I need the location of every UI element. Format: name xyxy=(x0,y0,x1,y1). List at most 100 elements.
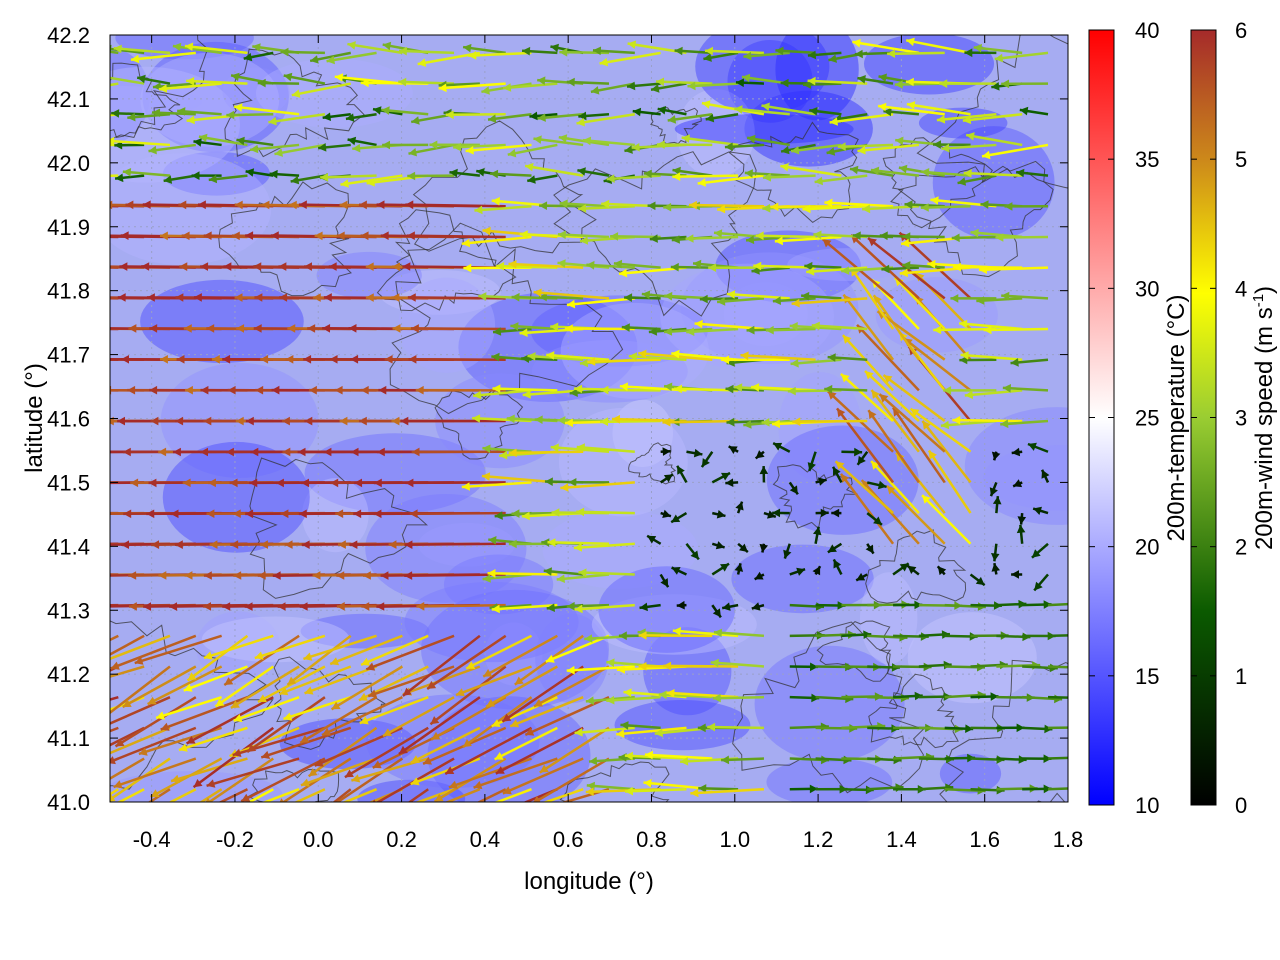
wind-vector xyxy=(870,460,920,514)
wind-vector-head xyxy=(151,540,160,549)
wind-vector-head xyxy=(744,169,753,178)
wind-vector xyxy=(438,82,506,90)
wind-vector xyxy=(1047,756,1068,760)
wind-vector xyxy=(837,143,894,149)
wind-vector-head xyxy=(525,727,535,736)
wind-vector-head xyxy=(914,691,923,701)
y-tick-label: 41.1 xyxy=(47,726,90,751)
wind-vector-head xyxy=(982,150,991,160)
wind-vector-head xyxy=(592,46,602,56)
wind-vector-head xyxy=(171,774,180,783)
wind-vector xyxy=(574,726,635,735)
wind-vector-head xyxy=(368,689,378,698)
wind-vector-head xyxy=(303,652,313,661)
wind-vector xyxy=(416,603,506,608)
wind-vector-head xyxy=(901,238,910,248)
wind-vector xyxy=(852,40,920,55)
wind-vector-head xyxy=(80,815,89,823)
wind-vector-head xyxy=(743,51,752,61)
wind-vector xyxy=(199,788,223,802)
wind-vector xyxy=(453,143,506,149)
wind-vector-head xyxy=(318,143,327,152)
colorbar-tick-label: 3 xyxy=(1235,406,1247,431)
wind-vector-head xyxy=(388,540,397,549)
wind-vector-head xyxy=(905,77,914,87)
wind-vector xyxy=(320,174,377,179)
wind-vector xyxy=(148,143,196,153)
wind-vector-head xyxy=(546,351,555,360)
wind-vector-head xyxy=(694,319,703,329)
wind-vector-head xyxy=(627,40,637,49)
wind-vector xyxy=(426,634,507,690)
wind-vector-head xyxy=(91,355,99,364)
wind-vector-head xyxy=(174,540,183,549)
wind-vector xyxy=(134,634,223,665)
wind-vector-head xyxy=(775,46,784,56)
wind-vector-head xyxy=(1001,291,1010,301)
wind-vector-head xyxy=(1043,784,1052,794)
y-tick-label: 41.2 xyxy=(47,662,90,687)
wind-vector xyxy=(402,634,481,697)
wind-vector xyxy=(807,79,868,85)
wind-vector-head xyxy=(291,89,301,98)
wind-vector xyxy=(307,726,378,778)
wind-vector-head xyxy=(644,750,653,760)
wind-vector-head xyxy=(197,200,206,210)
wind-vector xyxy=(465,143,532,153)
wind-vector-head xyxy=(301,540,310,549)
wind-vector-head xyxy=(206,509,215,518)
wind-vector xyxy=(155,695,223,720)
wind-vector xyxy=(710,661,765,668)
wind-vector-head xyxy=(279,687,289,696)
wind-vector xyxy=(995,235,1049,239)
wind-vector-head xyxy=(235,416,244,426)
wind-vector-head xyxy=(347,136,357,146)
wind-vector-head xyxy=(1011,570,1019,579)
wind-vector-head xyxy=(878,73,887,82)
wind-vector-head xyxy=(508,448,517,458)
wind-vector-head xyxy=(271,385,280,395)
wind-vector-head xyxy=(56,141,64,150)
wind-vector-head xyxy=(334,385,343,395)
wind-vector-head xyxy=(250,144,259,154)
wind-vector-head xyxy=(327,814,336,822)
wind-vector-head xyxy=(783,549,792,559)
wind-vector-head xyxy=(992,496,1002,505)
wind-vector xyxy=(414,788,455,802)
wind-vector xyxy=(610,235,661,239)
wind-vector-head xyxy=(463,263,472,273)
wind-vector xyxy=(644,753,713,760)
wind-vector-head xyxy=(574,384,583,394)
wind-vector-head xyxy=(491,197,500,206)
wind-vector xyxy=(230,665,300,710)
wind-vector-head xyxy=(178,200,187,210)
wind-vector-head xyxy=(686,327,695,336)
wind-vector xyxy=(344,726,429,779)
wind-vector-head xyxy=(735,78,744,88)
temperature-patch xyxy=(140,279,304,364)
wind-vector-head xyxy=(55,819,64,827)
wind-vector-head xyxy=(914,600,923,610)
wind-vector xyxy=(203,634,274,660)
wind-vector-head xyxy=(566,601,575,611)
wind-vector-head xyxy=(576,443,585,452)
wind-vector-head xyxy=(466,807,475,815)
wind-vector-head xyxy=(1034,581,1043,591)
wind-vector-head xyxy=(578,111,587,121)
wind-vector-head xyxy=(877,311,887,320)
wind-vector-head xyxy=(965,724,974,733)
wind-vector-head xyxy=(1041,469,1050,479)
wind-vector-head xyxy=(222,602,231,611)
wind-vector-head xyxy=(533,795,541,802)
wind-vector-head xyxy=(833,559,842,569)
wind-vector xyxy=(233,105,300,116)
wind-vector xyxy=(870,168,920,177)
wind-vector-head xyxy=(253,262,262,271)
wind-vector-head xyxy=(533,288,542,298)
colorbar-tick-label: 30 xyxy=(1135,276,1159,301)
wind-vector-head xyxy=(840,373,850,383)
wind-vector-head xyxy=(690,788,699,798)
wind-vector xyxy=(147,665,223,706)
wind-vector-head xyxy=(148,145,157,155)
wind-vector-head xyxy=(492,384,501,394)
